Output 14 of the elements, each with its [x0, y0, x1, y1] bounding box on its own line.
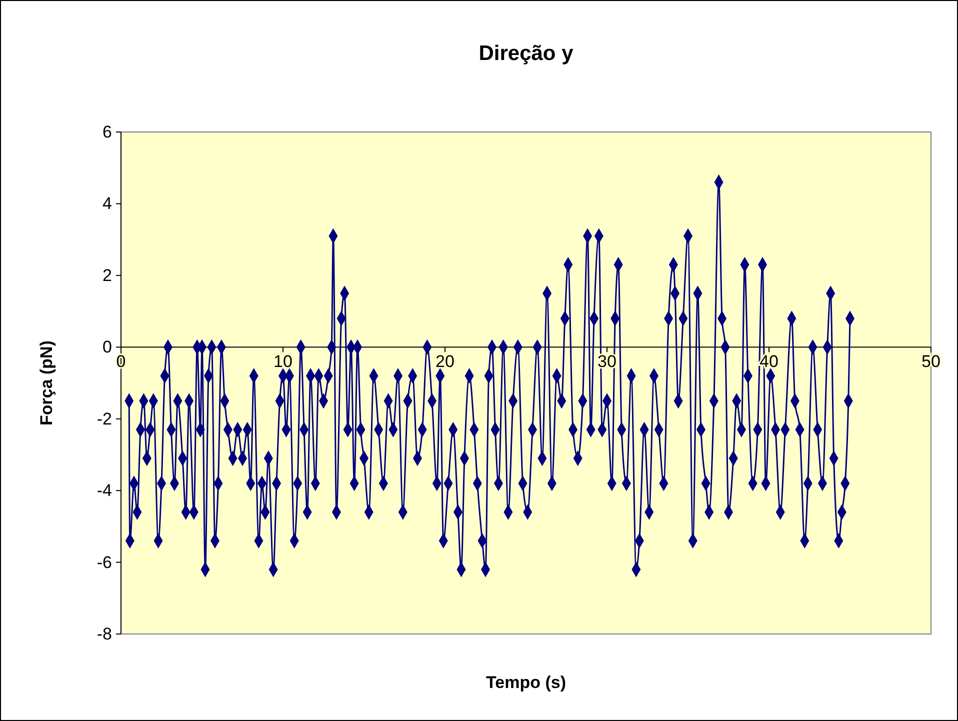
x-tick-label: 10 [274, 352, 292, 372]
y-tick-label: -4 [96, 481, 112, 500]
y-tick-label: -8 [96, 624, 112, 644]
x-tick-label: 20 [436, 352, 454, 372]
chart-title: Direção y [478, 42, 574, 65]
y-tick-label: -6 [96, 552, 112, 572]
y-tick-label: 4 [102, 194, 112, 214]
x-tick-label: 50 [922, 352, 940, 372]
x-axis-title: Tempo (s) [486, 673, 566, 692]
y-tick-label: 6 [102, 122, 112, 142]
y-tick-label: -2 [96, 409, 112, 428]
y-tick-label: 0 [102, 338, 112, 357]
y-axis-title: Força (pN) [37, 340, 56, 426]
y-tick-label: 2 [102, 266, 112, 285]
